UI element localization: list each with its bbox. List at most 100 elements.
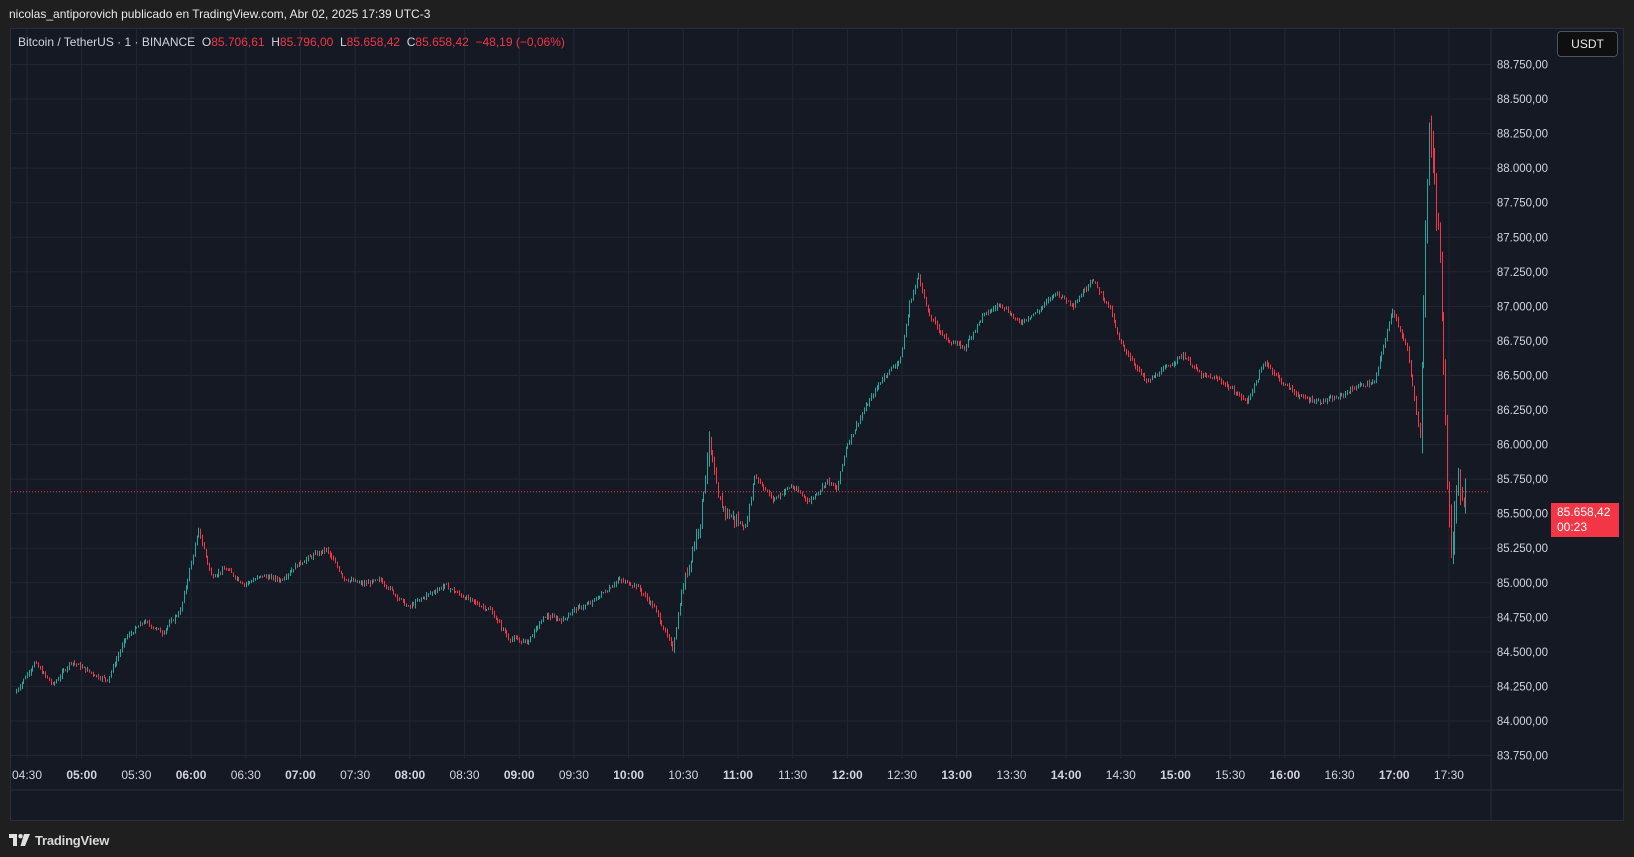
candle-body (980, 320, 981, 322)
candle-body (386, 585, 387, 588)
candle-body (851, 435, 852, 442)
candle-body (344, 576, 345, 580)
candle-body (1316, 400, 1317, 402)
candle-body (1022, 322, 1023, 324)
candle-body (698, 531, 699, 534)
candle-body (632, 585, 633, 587)
candle-body (1219, 379, 1220, 381)
candle-body (711, 437, 712, 452)
candle-body (683, 587, 684, 592)
candle-body (373, 580, 374, 582)
candle-body (911, 299, 912, 303)
candle-body (1137, 367, 1138, 369)
candle-body (457, 592, 458, 594)
candle-body (636, 584, 637, 587)
candle-body (23, 678, 24, 683)
candle-body (1296, 392, 1297, 395)
candle-body (260, 575, 261, 577)
candle-body (815, 494, 816, 498)
candle-body (1247, 399, 1248, 402)
candle-body (248, 581, 249, 584)
currency-button[interactable]: USDT (1557, 31, 1618, 57)
candle-body (937, 322, 938, 327)
candle-body (331, 555, 332, 558)
candle-body (1146, 379, 1147, 382)
candle-body (16, 690, 17, 694)
candle-body (466, 596, 467, 600)
candle-body (891, 367, 892, 370)
candle-body (1092, 280, 1093, 283)
candle-body (1256, 381, 1257, 384)
candle-body (43, 672, 44, 674)
candle-body (1258, 379, 1259, 382)
candle-body (246, 583, 247, 585)
candle-body (392, 587, 393, 591)
candle-body (990, 311, 991, 314)
candle-body (700, 524, 701, 532)
candle-body (1347, 392, 1348, 394)
candle-body (89, 669, 90, 672)
candle-body (984, 313, 985, 315)
candle-body (541, 619, 542, 625)
candle-body (253, 580, 254, 582)
symbol-legend: Bitcoin / TetherUS · 1 · BINANCE O85.706… (18, 35, 565, 49)
candle-body (1343, 394, 1344, 396)
candle-body (459, 592, 460, 595)
candle-body (948, 337, 949, 342)
candle-body (882, 379, 883, 383)
candle-body (1236, 393, 1237, 395)
candle-body (1365, 386, 1366, 388)
candle-body (125, 638, 126, 641)
candle-body (548, 615, 549, 618)
candle-body (1135, 364, 1136, 368)
candle-body (607, 591, 608, 593)
candle-body (98, 675, 99, 679)
candle-body (1185, 354, 1186, 359)
candle-body (275, 577, 276, 580)
time-tick-label: 14:30 (1106, 768, 1136, 782)
candle-body (1166, 365, 1167, 368)
candle-body (84, 666, 85, 668)
candle-body (505, 628, 506, 633)
candle-body (1006, 308, 1007, 310)
candle-body (756, 475, 757, 478)
candle-body (49, 677, 50, 681)
price-tick-label: 87.500,00 (1497, 232, 1548, 244)
candle-body (481, 606, 482, 608)
candle-body (1387, 331, 1388, 340)
candle-body (175, 616, 176, 621)
candle-body (282, 579, 283, 581)
candle-body (485, 606, 486, 610)
candle-body (820, 489, 821, 493)
candle-body (866, 405, 867, 410)
candle-body (557, 618, 558, 620)
candle-body (321, 551, 322, 554)
candle-body (579, 606, 580, 608)
candle-body (609, 587, 610, 592)
candle-body (1015, 317, 1016, 319)
time-tick-label: 10:30 (668, 768, 698, 782)
candle-body (638, 586, 639, 588)
candle-body (364, 582, 365, 585)
chart-pane[interactable] (10, 28, 1624, 821)
candle-body (1073, 305, 1074, 307)
candle-body (286, 576, 287, 579)
candle-body (949, 341, 950, 343)
candle-body (585, 605, 586, 608)
open-label: O (201, 35, 212, 49)
candle-body (1030, 317, 1031, 319)
candle-body (1442, 262, 1443, 314)
time-tick-label: 08:00 (394, 768, 425, 782)
candle-body (997, 305, 998, 308)
candle-body (685, 574, 686, 588)
candle-body (381, 579, 382, 581)
price-tick-label: 84.500,00 (1497, 647, 1548, 659)
candle-body (1464, 497, 1465, 500)
candle-body (415, 600, 416, 606)
candle-body (1438, 217, 1439, 226)
candle-body (658, 610, 659, 615)
candle-body (359, 582, 360, 584)
candle-body (1299, 396, 1300, 398)
candle-body (1383, 346, 1384, 352)
